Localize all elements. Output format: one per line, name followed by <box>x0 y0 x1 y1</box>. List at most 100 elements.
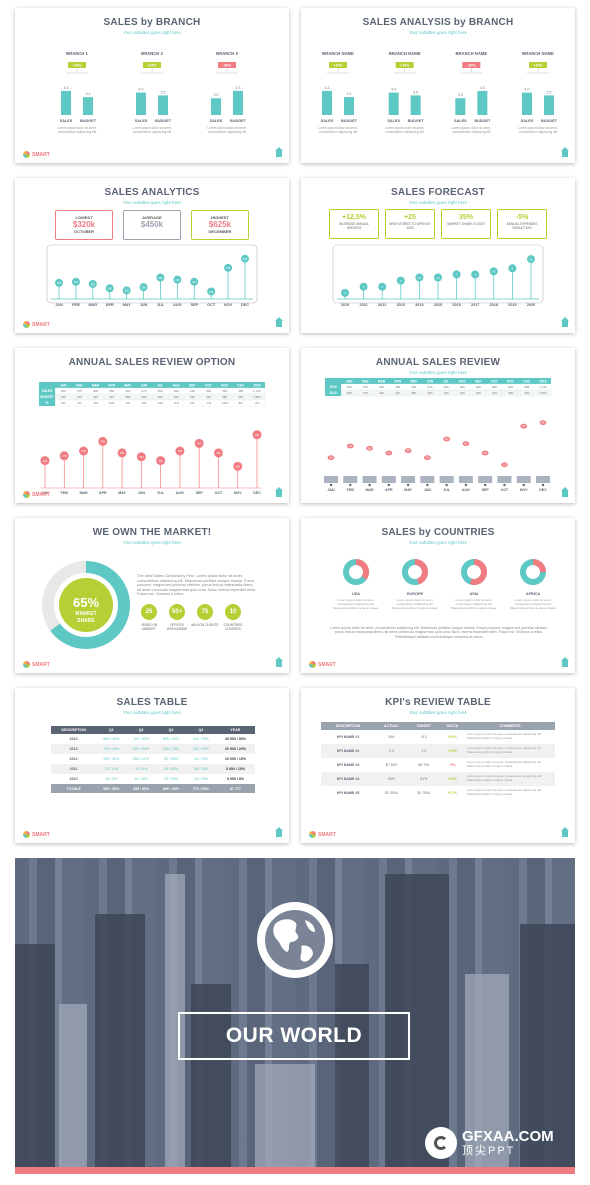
forecast-kpi-value: 35% <box>458 214 473 221</box>
home-icon[interactable] <box>275 317 283 327</box>
home-icon[interactable] <box>561 317 569 327</box>
market-paragraph: The Ideal Sales Consultancy Firm. Lorem … <box>137 574 257 597</box>
table-header-cell: 2016 <box>539 379 546 383</box>
logo-text: SMART <box>32 321 50 328</box>
x-tick: 2019 <box>508 303 516 307</box>
table-row: 2013 749 / 45% 849 / 55% 348 / 78% 252 / 54%… <box>51 744 255 754</box>
x-tick: 2012 <box>378 303 386 307</box>
table-cell: 450 <box>524 391 529 395</box>
table-cell: 10% <box>109 401 115 405</box>
home-icon[interactable] <box>275 487 283 497</box>
branch-name: BRANCH 3 <box>216 51 238 56</box>
home-icon[interactable] <box>561 657 569 667</box>
table-cell: 749 / 45% <box>96 744 127 754</box>
branch-badge-label: +15% <box>147 64 157 68</box>
table-cell: 51% <box>407 772 440 786</box>
point <box>396 276 405 285</box>
building <box>385 874 449 1174</box>
slide-sales-analysis-by-branch[interactable]: SALES ANALYSIS by BRANCH Your subtitles … <box>301 8 575 163</box>
slide-annual-sales-review[interactable]: ANNUAL SALES REVIEW Your subtitles goes … <box>301 348 575 503</box>
country-name: EUROPE <box>407 592 424 596</box>
slide-sales-table[interactable]: SALES TABLE Your subtitles goes right he… <box>15 688 289 843</box>
logo-text: SMART <box>318 831 336 838</box>
slide-sales-analytics[interactable]: SALES ANALYTICS Your subtitles goes righ… <box>15 178 289 333</box>
home-icon[interactable] <box>275 827 283 837</box>
table-header-cell: OCT <box>491 379 498 383</box>
month-block <box>536 476 550 483</box>
branch-name: BRANCH NAME <box>389 51 421 56</box>
table-cell: 420 <box>93 395 98 399</box>
table-header-cell: DEC <box>237 383 244 387</box>
table-cell: 15 / 20% <box>185 774 216 784</box>
x-tick: APR <box>385 488 393 492</box>
slide-kpi-review-table[interactable]: KPI's REVIEW TABLE Your subtitles goes r… <box>301 688 575 843</box>
stat-circle: 50+ <box>169 604 185 620</box>
logo-icon <box>23 151 30 158</box>
table-cell: 450 <box>109 389 114 393</box>
home-icon[interactable] <box>561 487 569 497</box>
point <box>117 448 127 458</box>
table-cell: 3 000 / 10% <box>215 764 255 774</box>
slide-sales-forecast[interactable]: SALES FORECAST Your subtitles goes right… <box>301 178 575 333</box>
table-cell: 8% <box>239 401 244 405</box>
bar-budget <box>477 90 488 115</box>
x-tick: JUN <box>140 303 148 307</box>
budget-label: BUDGET <box>541 119 558 123</box>
row-label-bg <box>39 400 56 406</box>
slide-annual-sales-review-option[interactable]: ANNUAL SALES REVIEW OPTION JAN FEB MAR APR M… <box>15 348 289 503</box>
table-cell: 375 <box>363 385 368 389</box>
slide-our-world[interactable]: OUR WORLD <box>15 858 575 1174</box>
donut-slice <box>343 559 369 585</box>
forecast-kpi-box: +12,5% INCREASE ANNUAL GROWTH <box>329 209 379 239</box>
bar-value: 3.5 <box>161 90 166 94</box>
point-label: 370 <box>387 453 392 455</box>
home-icon[interactable] <box>275 657 283 667</box>
forecast-kpi-label: MARKET SHARE IN 2020 <box>447 222 485 226</box>
slide-we-own-the-market[interactable]: WE OWN THE MARKET! Your subtitles goes r… <box>15 518 289 673</box>
budget-label: BUDGET <box>408 119 425 123</box>
row-label: 2015 <box>330 391 337 395</box>
table-cell: 39 / 45% <box>156 754 186 764</box>
point-label: 2 <box>363 285 365 289</box>
table-cell: 12 / 45% <box>126 774 157 784</box>
countries-paragraph: Lorem ipsum dolor sit amet, consectetuer… <box>330 626 548 639</box>
table-comment-cell: Lorem ipsum dolor sit amet, consectetuer… <box>465 758 555 772</box>
table-cell: 420 <box>174 395 179 399</box>
table-header-bg <box>39 382 265 388</box>
x-tick: DEC <box>539 488 547 492</box>
table-total-cell: TOTALS <box>51 784 97 793</box>
row-bg <box>340 389 552 397</box>
table-cell: -13% <box>157 401 164 405</box>
point-label: 5 <box>512 267 514 271</box>
row-label: BUDGET <box>40 395 54 399</box>
table-cell: -8% <box>141 401 147 405</box>
table-cell: 3% <box>126 401 131 405</box>
bar-value: 3.2 <box>347 92 352 96</box>
point-label: 4.5 <box>492 270 496 274</box>
table-header-cell: NOV <box>507 379 515 383</box>
month-dot <box>368 483 371 487</box>
brand-logo: SMART <box>309 661 336 668</box>
table-cell: 390 <box>206 389 211 393</box>
home-icon[interactable] <box>275 147 283 157</box>
table-cell: 1.3 <box>407 744 440 758</box>
table-cell: 320 <box>222 389 227 393</box>
slide-sales-by-branch[interactable]: SALES by BRANCH Your subtitles goes righ… <box>15 8 289 163</box>
annual-review-chart: JAN FEB MAR APR MAY JUN JUL AUG SEP OCT NOV DEC 2016… <box>324 378 552 492</box>
x-tick: MAY <box>118 491 126 495</box>
slide-sales-by-countries[interactable]: SALES by COUNTRIES Your subtitles goes r… <box>301 518 575 673</box>
globe-icon <box>257 902 333 978</box>
forecast-kpi-box: +25 NEW STORES TO OPEN BY 2020 <box>385 209 435 239</box>
x-tick: NOV <box>234 491 242 495</box>
table-comment-cell: Lorem ipsum dolor sit amet, consectetuer… <box>465 786 555 800</box>
building <box>165 874 185 1174</box>
stat-label: YEARS ON MARKET <box>140 623 158 631</box>
home-icon[interactable] <box>561 147 569 157</box>
table-cell: -7% <box>206 401 212 405</box>
x-tick: JUN <box>424 488 432 492</box>
country-name: USA <box>352 592 360 596</box>
logo-text: SMART <box>32 491 50 498</box>
x-tick: FEB <box>61 491 69 495</box>
home-icon[interactable] <box>561 827 569 837</box>
month-block <box>343 476 358 483</box>
